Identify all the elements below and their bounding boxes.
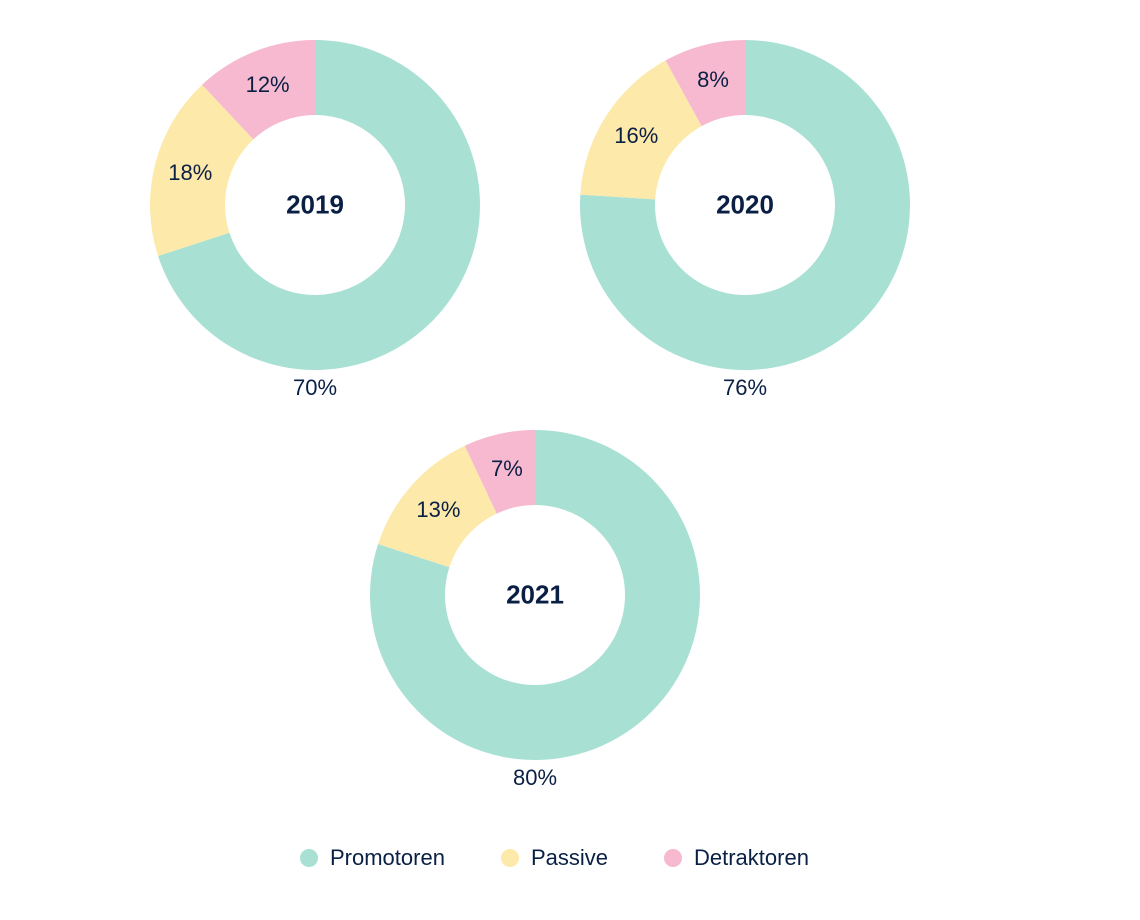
donut-chart-y2020: 202076%16%8% (580, 40, 910, 370)
legend-swatch-icon (664, 849, 682, 867)
slice-label-passive: 16% (614, 123, 658, 149)
year-label: 2021 (506, 580, 564, 611)
slice-label-promoters: 76% (723, 375, 767, 401)
year-label: 2020 (716, 190, 774, 221)
slice-label-passive: 18% (168, 160, 212, 186)
donut-chart-y2019: 201970%18%12% (150, 40, 480, 370)
slice-label-detractors: 8% (697, 67, 729, 93)
legend-swatch-icon (501, 849, 519, 867)
donut-chart-y2021: 202180%13%7% (370, 430, 700, 760)
chart-canvas: 2019 70% 18% 12% 2020 76% 16% 8% 2021 80% 13% 7% Pro… (0, 0, 1140, 920)
legend: Promotoren Passive Detraktoren (300, 845, 809, 871)
legend-label: Passive (531, 845, 608, 871)
slice-label-detractors: 12% (246, 72, 290, 98)
year-label: 2019 (286, 190, 344, 221)
legend-label: Detraktoren (694, 845, 809, 871)
legend-item-passive: Passive (501, 845, 608, 871)
slice-label-passive: 13% (416, 497, 460, 523)
legend-swatch-icon (300, 849, 318, 867)
legend-label: Promotoren (330, 845, 445, 871)
slice-label-promoters: 70% (293, 375, 337, 401)
slice-label-detractors: 7% (491, 456, 523, 482)
legend-item-promoters: Promotoren (300, 845, 445, 871)
legend-item-detractors: Detraktoren (664, 845, 809, 871)
slice-label-promoters: 80% (513, 765, 557, 791)
